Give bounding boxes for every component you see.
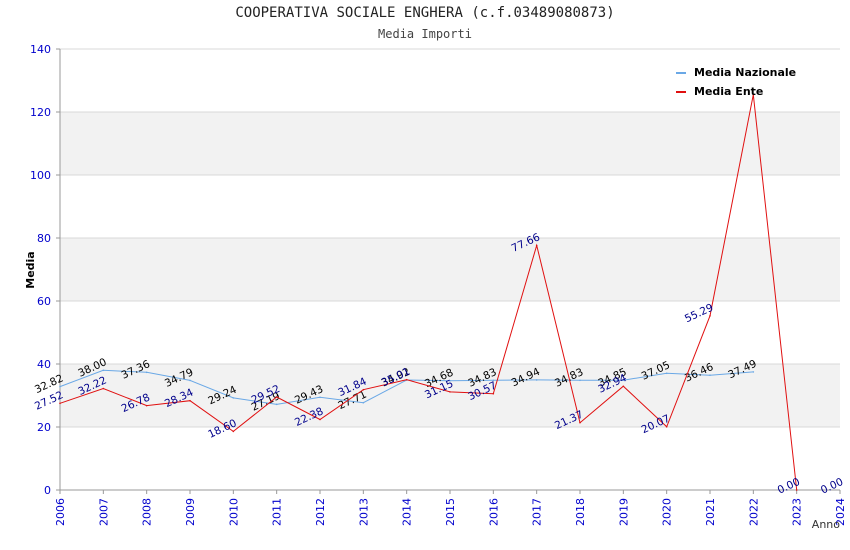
data-point xyxy=(622,379,625,382)
data-point xyxy=(795,489,798,491)
chart-title: COOPERATIVA SOCIALE ENGHERA (c.f.0348908… xyxy=(235,5,615,21)
data-point xyxy=(189,379,191,382)
data-point xyxy=(492,379,495,382)
data-point xyxy=(579,379,581,382)
x-tick-label: 2016 xyxy=(487,498,500,526)
x-tick-label: 2021 xyxy=(704,498,717,526)
data-point xyxy=(665,425,668,428)
data-label: 0.00 xyxy=(776,476,802,497)
data-label: 0.00 xyxy=(819,476,845,497)
data-point xyxy=(709,315,711,317)
x-axis-title: Anno xyxy=(812,518,840,531)
x-tick-label: 2018 xyxy=(574,498,587,526)
data-point xyxy=(319,396,321,399)
x-tick-label: 2024 xyxy=(834,498,847,526)
x-tick-label: 2023 xyxy=(791,498,804,526)
data-point xyxy=(362,401,365,404)
grid-band xyxy=(60,112,840,175)
data-point xyxy=(145,404,148,407)
x-tick-label: 2015 xyxy=(444,498,457,526)
x-tick-label: 2006 xyxy=(54,498,67,526)
data-point xyxy=(535,379,538,381)
data-point xyxy=(579,421,581,424)
x-tick-label: 2019 xyxy=(617,498,630,526)
data-point xyxy=(492,392,495,395)
x-tick-label: 2022 xyxy=(747,498,760,526)
data-point xyxy=(275,396,278,398)
y-tick-label: 20 xyxy=(37,421,51,434)
legend-entry: Media Ente xyxy=(694,85,763,98)
data-point xyxy=(102,387,105,390)
x-tick-label: 2007 xyxy=(97,498,110,526)
data-point xyxy=(319,418,321,421)
x-tick-label: 2017 xyxy=(531,498,544,526)
data-point xyxy=(752,371,755,373)
y-axis-title: Media xyxy=(24,251,37,288)
chart-subtitle: Media Importi xyxy=(378,27,472,41)
data-point xyxy=(59,385,61,388)
data-point xyxy=(449,391,451,393)
y-tick-label: 80 xyxy=(37,232,51,245)
data-point xyxy=(665,372,668,375)
data-point xyxy=(449,379,451,382)
x-tick-label: 2020 xyxy=(661,498,674,526)
y-tick-label: 100 xyxy=(30,169,51,182)
x-tick-label: 2012 xyxy=(314,498,327,526)
data-point xyxy=(275,403,278,406)
series-line-media-ente xyxy=(59,94,798,491)
data-label: 55.29 xyxy=(683,302,715,326)
data-point xyxy=(232,397,235,399)
x-tick-label: 2011 xyxy=(271,498,284,526)
x-tick-label: 2010 xyxy=(227,498,240,526)
data-point xyxy=(535,244,538,247)
y-tick-label: 0 xyxy=(44,484,51,497)
grid-band xyxy=(60,238,840,301)
x-tick-label: 2013 xyxy=(357,498,370,526)
data-point xyxy=(102,369,105,372)
data-point xyxy=(622,385,625,388)
x-tick-label: 2009 xyxy=(184,498,197,526)
legend-entry: Media Nazionale xyxy=(694,66,796,79)
y-tick-label: 60 xyxy=(37,295,51,308)
data-point xyxy=(232,430,235,433)
data-point xyxy=(59,402,61,405)
data-point xyxy=(709,374,711,376)
data-point xyxy=(145,371,148,374)
y-tick-label: 140 xyxy=(30,43,51,56)
x-tick-label: 2014 xyxy=(401,498,414,526)
y-tick-label: 120 xyxy=(30,106,51,119)
y-tick-label: 40 xyxy=(37,358,51,371)
data-point xyxy=(405,378,408,381)
x-tick-label: 2008 xyxy=(141,498,154,526)
data-point xyxy=(362,388,365,391)
data-point xyxy=(189,399,191,402)
data-point xyxy=(752,93,755,96)
